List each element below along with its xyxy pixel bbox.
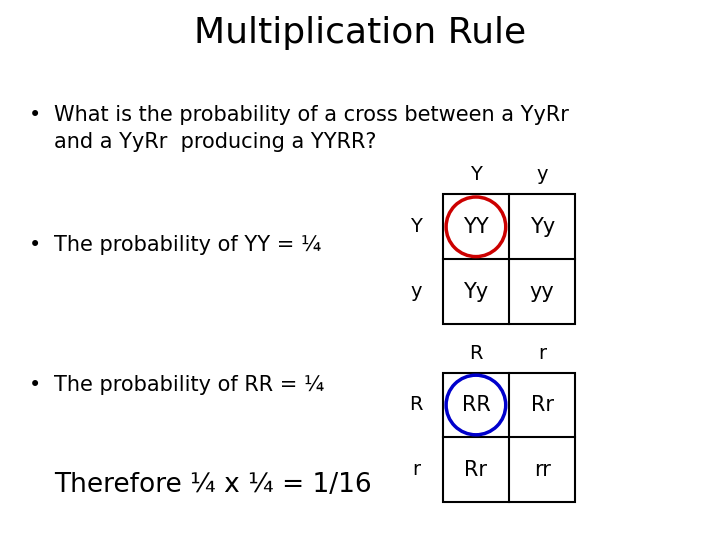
- Text: •: •: [29, 235, 41, 255]
- Bar: [443, 194, 575, 324]
- Text: •: •: [29, 375, 41, 395]
- Text: y: y: [410, 282, 422, 301]
- Text: Therefore ¼ x ¼ = 1/16: Therefore ¼ x ¼ = 1/16: [54, 472, 372, 498]
- Bar: [443, 373, 575, 502]
- Text: Multiplication Rule: Multiplication Rule: [194, 16, 526, 50]
- Text: rr: rr: [534, 460, 551, 480]
- Text: yy: yy: [530, 281, 554, 302]
- Text: y: y: [536, 165, 548, 185]
- Text: Y: Y: [410, 217, 422, 237]
- Text: The probability of RR = ¼: The probability of RR = ¼: [54, 375, 324, 395]
- Text: r: r: [538, 343, 546, 363]
- Text: Rr: Rr: [531, 395, 554, 415]
- Text: R: R: [469, 343, 482, 363]
- Text: Yy: Yy: [529, 217, 555, 237]
- Text: and a YyRr  producing a YYRR?: and a YyRr producing a YYRR?: [54, 132, 377, 152]
- Text: Rr: Rr: [464, 460, 487, 480]
- Text: Y: Y: [470, 165, 482, 185]
- Text: RR: RR: [462, 395, 490, 415]
- Text: •: •: [29, 105, 41, 125]
- Text: r: r: [413, 460, 420, 480]
- Text: R: R: [410, 395, 423, 415]
- Text: YY: YY: [463, 217, 489, 237]
- Text: The probability of YY = ¼: The probability of YY = ¼: [54, 235, 321, 255]
- Text: What is the probability of a cross between a YyRr: What is the probability of a cross betwe…: [54, 105, 569, 125]
- Text: Yy: Yy: [463, 281, 489, 302]
